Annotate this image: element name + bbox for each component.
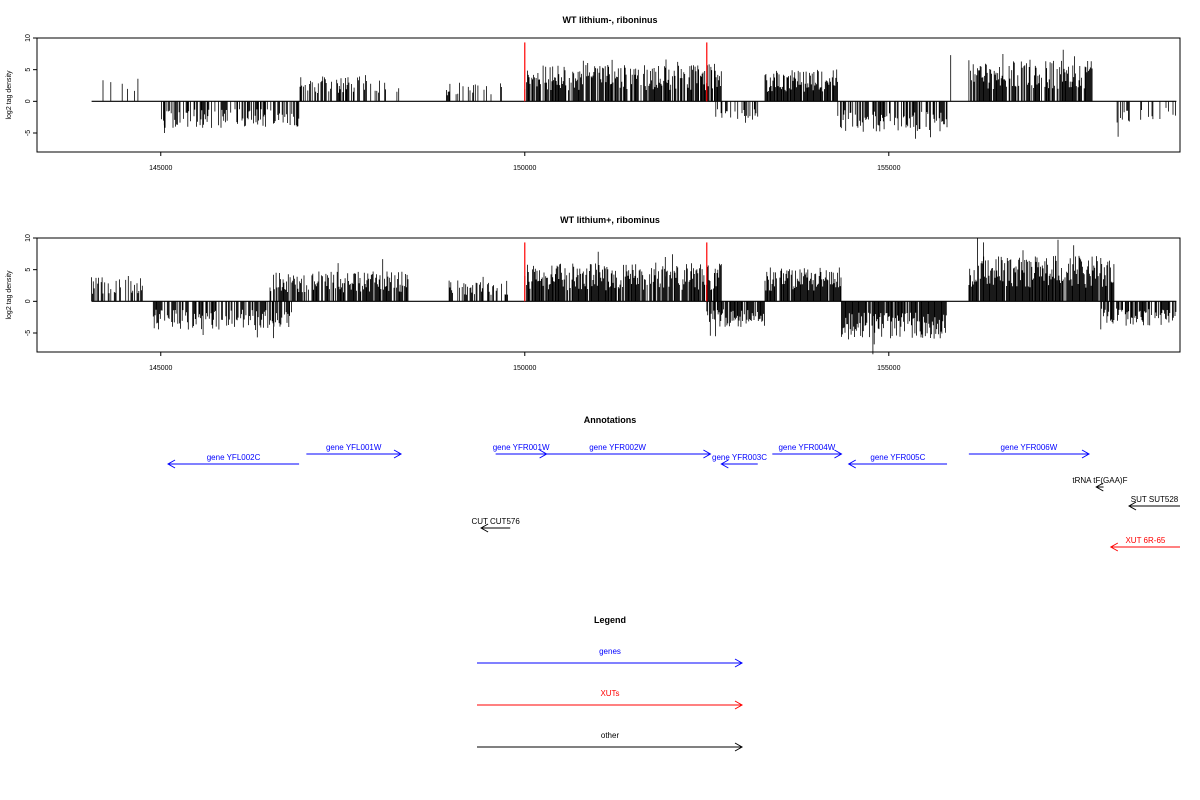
annotation-features: gene YFL002C gene YFL001W gene YFR001W gene…: [167, 443, 1180, 552]
arrow-head: [1128, 501, 1137, 511]
arrow-head: [847, 459, 856, 469]
annotation-feature: gene YFL001W: [306, 443, 403, 459]
density-bars: [102, 49, 1176, 139]
track-panel-2: WT lithium+, ribominus log2 tag density …: [6, 215, 1181, 372]
legend-item-other: other: [477, 731, 744, 752]
annotations-title: Annotations: [584, 415, 637, 425]
legend-label: genes: [599, 647, 621, 656]
y-tick-label: 5: [25, 268, 32, 272]
x-tick-label: 145000: [149, 165, 172, 172]
feature-label: SUT SUT528: [1131, 495, 1179, 504]
annotation-feature: CUT CUT576: [471, 517, 520, 533]
x-tick-label: 150000: [513, 365, 536, 372]
arrow-head: [480, 523, 489, 533]
arrow-head: [393, 449, 403, 459]
annotation-feature: gene YFR005C: [847, 453, 948, 469]
track-1-bars: [91, 42, 1177, 139]
feature-label: gene YFL002C: [207, 453, 261, 462]
arrow-head: [720, 459, 729, 469]
feature-label: gene YFR001W: [493, 443, 550, 452]
track-2-bars: [91, 237, 1177, 355]
annotation-feature: gene YFR003C: [712, 453, 767, 469]
density-bars: [91, 237, 1177, 355]
track-1-y-axis: 10 5 0 -5: [25, 34, 37, 136]
feature-label: gene YFR003C: [712, 453, 767, 462]
feature-label: XUT 6R-65: [1125, 536, 1165, 545]
arrow-head: [1095, 482, 1104, 492]
annotation-feature: gene YFR006W: [968, 443, 1091, 459]
legend-item-genes: genes: [477, 647, 744, 668]
track-2-frame: [36, 237, 1181, 353]
feature-label: gene YFR004W: [778, 443, 835, 452]
legend-panel: Legend genes XUTs other: [477, 615, 744, 752]
annotation-feature: gene YFL002C: [167, 453, 300, 469]
y-tick-label: -5: [25, 130, 32, 136]
arrow-head: [167, 459, 176, 469]
y-tick-label: 10: [25, 34, 32, 42]
y-tick-label: -5: [25, 330, 32, 336]
x-tick-label: 150000: [513, 165, 536, 172]
track-panel-1: WT lithium-, riboninus log2 tag density …: [6, 15, 1181, 172]
annotation-feature: tRNA tF(GAA)F: [1072, 476, 1128, 492]
track-1-frame: [36, 37, 1181, 153]
x-tick-label: 155000: [877, 165, 900, 172]
y-tick-label: 0: [25, 99, 32, 103]
track-1-ylabel: log2 tag density: [6, 70, 13, 120]
x-tick-label: 155000: [877, 365, 900, 372]
legend-items: genes XUTs other: [477, 647, 744, 752]
arrow-head: [734, 700, 744, 710]
legend-item-xuts: XUTs: [477, 689, 744, 710]
feature-label: CUT CUT576: [471, 517, 520, 526]
arrow-head: [734, 658, 744, 668]
track-2-x-axis: 145000 150000 155000: [149, 352, 901, 372]
y-tick-label: 10: [25, 234, 32, 242]
y-tick-label: 5: [25, 68, 32, 72]
annotation-feature: XUT 6R-65: [1109, 536, 1180, 552]
track-1-x-axis: 145000 150000 155000: [149, 152, 901, 172]
arrow-head: [703, 449, 712, 459]
feature-label: gene YFR002W: [589, 443, 646, 452]
annotation-feature: gene YFR001W: [493, 443, 550, 459]
annotation-feature: gene YFR004W: [772, 443, 843, 459]
legend-label: other: [601, 731, 620, 740]
arrow-head: [834, 449, 843, 459]
feature-label: gene YFL001W: [326, 443, 382, 452]
arrow-head: [734, 742, 744, 752]
x-tick-label: 145000: [149, 365, 172, 372]
feature-label: tRNA tF(GAA)F: [1072, 476, 1127, 485]
track-2-y-axis: 10 5 0 -5: [25, 234, 37, 336]
annotation-feature: SUT SUT528: [1128, 495, 1180, 511]
legend-title: Legend: [594, 615, 626, 625]
arrow-head: [1109, 542, 1119, 552]
legend-label: XUTs: [600, 689, 619, 698]
arrow-head: [1081, 449, 1091, 459]
y-tick-label: 0: [25, 299, 32, 303]
track-2-title: WT lithium+, ribominus: [560, 215, 660, 225]
feature-label: gene YFR006W: [1001, 443, 1058, 452]
feature-label: gene YFR005C: [870, 453, 925, 462]
track-2-ylabel: log2 tag density: [6, 270, 13, 320]
track-1-title: WT lithium-, riboninus: [563, 15, 658, 25]
annotation-feature: gene YFR002W: [524, 443, 712, 459]
